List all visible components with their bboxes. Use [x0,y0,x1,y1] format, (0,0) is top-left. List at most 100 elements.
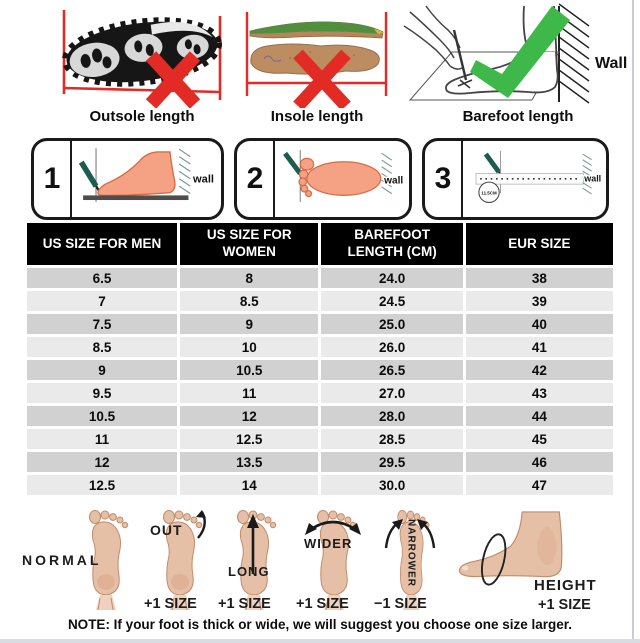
foot-sole-icon [305,510,361,610]
size-cell: 41 [465,337,613,357]
size-table-row: 10.5 12 28.0 44 [27,406,613,426]
insole-side-view [249,21,384,39]
size-table-row: 8.5 10 26.0 41 [27,337,613,357]
fit-item-normal: NORMAL [22,506,140,616]
wall-label: wall [583,174,601,184]
size-cell: 10 [180,337,319,357]
measure-band [475,173,584,185]
wall-label: Wall [595,55,627,72]
x-mark-icon [293,49,351,108]
fit-label-height: HEIGHT [534,577,597,594]
measurement-circle [478,181,500,203]
size-cell: 7.5 [27,314,178,334]
wider-arrow-icon [305,520,361,535]
wall-hatch [178,148,191,195]
size-note-narrower: −1 SIZE [374,596,427,612]
step-panel-2: 2 wall [234,138,412,220]
insole-caption: Insole length [270,108,364,125]
foot-top-view [298,157,382,198]
foot-side-icon [458,511,563,586]
barefoot-figure: Wall Barefoot length [396,2,640,125]
size-cell: 9 [27,360,178,380]
size-cell: 9 [180,314,319,334]
size-cell: 46 [465,452,613,472]
fit-label-long: LONG [228,564,270,579]
size-note-long: +1 SIZE [218,596,271,612]
size-cell: 11 [180,383,319,403]
size-cell: 10.5 [180,360,319,380]
step1-illustration: wall [78,148,214,202]
fit-item-height: HEIGHT +1 SIZE [446,506,618,616]
hand-with-pencil [403,5,473,89]
fit-label-wider: WIDER [304,536,353,551]
size-cell: 24.0 [321,268,463,288]
size-cell: 30.0 [321,475,463,495]
size-cell: 26.0 [321,337,463,357]
size-note-out: +1 SIZE [144,596,197,612]
wall-hatch [381,152,393,195]
foot-sole-icon [237,510,277,610]
size-cell: 8.5 [27,337,178,357]
size-cell: 39 [465,291,613,311]
header-barefoot: BAREFOOT LENGTH (CM) [321,223,463,265]
size-cell: 38 [465,268,613,288]
step-number: 2 [237,141,275,217]
out-arrow-icon [196,510,206,539]
pencil-icon [483,152,501,174]
narrower-arrow-icon [384,519,436,549]
size-cell: 12 [27,452,178,472]
size-cell: 12 [180,406,319,426]
wall-label: wall [383,176,403,187]
size-cell: 14 [180,475,319,495]
fit-item-out: OUT +1 SIZE [142,506,214,616]
step3-illustration: 11.5CM wall [475,150,602,203]
size-table-row: 12.5 14 30.0 47 [27,475,613,495]
size-note-wider: +1 SIZE [296,596,349,612]
insole-illustration [245,12,388,108]
fit-guide: NORMAL OUT +1 SIZE [0,506,640,616]
size-table-row: 7 8.5 24.5 39 [27,291,613,311]
pencil-icon [78,160,99,188]
size-table-header-row: US SIZE FOR MEN US SIZE FOR WOMEN BAREFO… [27,223,613,265]
right-edge-line [632,0,634,643]
x-mark-icon [145,51,201,108]
measure-steps: 1 wall 2 [0,138,640,220]
size-table-row: 7.5 9 25.0 40 [27,314,613,334]
size-cell: 6.5 [27,268,178,288]
insole-figure: Insole length [238,2,396,125]
measurement-label: 11.5CM [481,190,497,195]
size-cell: 11 [27,429,178,449]
fit-item-narrower: NARROWER −1 SIZE [370,506,444,616]
step-number: 1 [34,141,72,217]
size-cell: 8 [180,268,319,288]
step-number: 3 [425,141,463,217]
size-cell: 43 [465,383,613,403]
check-mark-icon [470,6,570,98]
barefoot-caption: Barefoot length [462,108,574,125]
size-table-body: 6.5 8 24.0 38 7 8.5 24.5 39 7.5 9 25.0 40 8.5 10 26.0 4… [27,268,613,495]
size-table-row: 9 10.5 26.5 42 [27,360,613,380]
header-us-women: US SIZE FOR WOMEN [180,223,319,265]
size-cell: 45 [465,429,613,449]
size-cell: 27.0 [321,383,463,403]
size-cell: 12.5 [27,475,178,495]
outsole-caption: Outsole length [89,108,195,125]
long-arrow-icon [247,514,259,574]
size-cell: 25.0 [321,314,463,334]
outsole-figure: Outsole length [50,2,234,125]
size-table-row: 6.5 8 24.0 38 [27,268,613,288]
step2-illustration: wall [283,149,405,203]
size-table: US SIZE FOR MEN US SIZE FOR WOMEN BAREFO… [24,220,616,498]
foot-sole-icon [89,510,129,610]
header-eur: EUR SIZE [465,223,613,265]
fit-label-out: OUT [150,522,183,538]
ground-bar [83,195,189,201]
size-cell: 13.5 [180,452,319,472]
size-cell: 7 [27,291,178,311]
size-cell: 12.5 [180,429,319,449]
size-table-row: 9.5 11 27.0 43 [27,383,613,403]
size-note-height: +1 SIZE [538,597,591,613]
shoe-outsole [61,17,223,87]
fit-label-normal: NORMAL [22,552,102,568]
